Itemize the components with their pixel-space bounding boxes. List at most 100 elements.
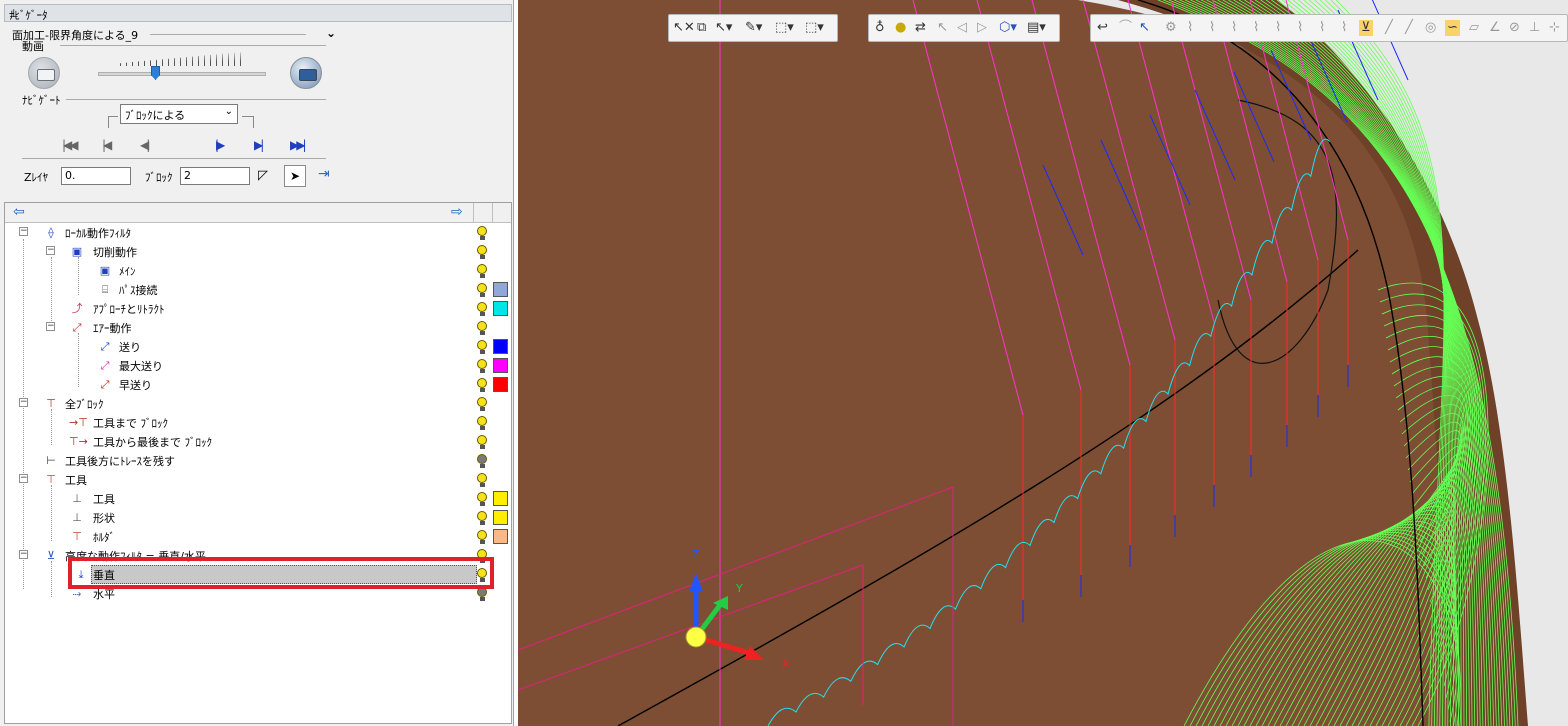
color-swatch[interactable]: [493, 301, 508, 316]
tool-icon-4[interactable]: ⌇: [1231, 20, 1238, 35]
collapse-toggle[interactable]: −: [19, 549, 28, 559]
color-swatch[interactable]: [493, 377, 508, 392]
snap-icon[interactable]: ↖: [1139, 20, 1150, 35]
color-swatch[interactable]: [493, 282, 508, 297]
visibility-bulb-icon[interactable]: [477, 302, 487, 316]
prev-icon[interactable]: ◁: [957, 20, 967, 35]
tree-item-main[interactable]: ▣ ﾒｲﾝ: [5, 261, 511, 280]
tree-item-shape[interactable]: ⊥ 形状: [5, 508, 511, 527]
exit-icon[interactable]: ⇥: [318, 166, 330, 182]
visibility-bulb-icon[interactable]: [477, 264, 487, 278]
circle-icon[interactable]: ◎: [1425, 20, 1437, 35]
tree-item-max-feed[interactable]: ⤢ 最大送り: [5, 356, 511, 375]
tree-item-pass-link[interactable]: ⌸ ﾊﾟｽ接続: [5, 280, 511, 299]
visibility-bulb-icon[interactable]: [477, 568, 487, 582]
tree-item-cutting[interactable]: − ▣ 切削動作: [5, 242, 511, 261]
collapse-toggle[interactable]: −: [19, 473, 28, 483]
tool-icon-8[interactable]: ⌇: [1319, 20, 1326, 35]
tree-item-to-tool[interactable]: →⊤ 工具まで ﾌﾞﾛｯｸ: [5, 413, 511, 432]
block-mode-select[interactable]: ﾌﾞﾛｯｸによる ⌄: [120, 104, 238, 124]
visibility-bulb-icon[interactable]: [477, 511, 487, 525]
color-swatch[interactable]: [493, 529, 508, 544]
visibility-bulb-icon[interactable]: [477, 283, 487, 297]
pointer-icon[interactable]: ↖: [937, 20, 948, 35]
color-swatch[interactable]: [493, 339, 508, 354]
forward-arrow-icon[interactable]: ⇨: [451, 204, 463, 220]
pin-icon[interactable]: ⊥: [9, 7, 19, 20]
step-forward-icon[interactable]: |▶: [215, 138, 225, 152]
collapse-toggle[interactable]: −: [46, 245, 55, 255]
visibility-bulb-icon[interactable]: [477, 378, 487, 392]
pick-icon[interactable]: ↖▾: [715, 20, 733, 35]
line-icon[interactable]: ╱: [1385, 20, 1393, 35]
camera-back-button[interactable]: [28, 57, 60, 89]
visibility-bulb-icon[interactable]: [477, 340, 487, 354]
tool-icon-7[interactable]: ⌇: [1297, 20, 1304, 35]
filter-active-icon[interactable]: ⊻: [1359, 20, 1373, 36]
bulb-on-icon[interactable]: ●: [895, 20, 907, 35]
tree-item-holder[interactable]: ⊤ ﾎﾙﾀﾞ: [5, 527, 511, 546]
angle-icon[interactable]: ◸: [258, 168, 268, 183]
delete-selection-icon[interactable]: ↖✕: [673, 20, 695, 35]
path-active-icon[interactable]: ∽: [1445, 20, 1460, 36]
cross-icon[interactable]: ⊘: [1509, 20, 1520, 35]
visibility-bulb-icon[interactable]: [477, 530, 487, 544]
visibility-bulb-icon[interactable]: [477, 492, 487, 506]
tool-icon-1[interactable]: ⚙: [1165, 20, 1177, 35]
visibility-bulb-icon[interactable]: [477, 416, 487, 430]
collapse-toggle[interactable]: −: [19, 397, 28, 407]
speed-slider[interactable]: [98, 48, 270, 84]
visibility-bulb-icon[interactable]: [477, 435, 487, 449]
tool-icon-2[interactable]: ⌇: [1187, 20, 1194, 35]
zlayer-input[interactable]: 0.: [61, 167, 131, 185]
tree-item-feed[interactable]: ⤢ 送り: [5, 337, 511, 356]
tree-item-air-motion[interactable]: − ⤢ ｴｱｰ動作: [5, 318, 511, 337]
3d-viewport[interactable]: Z X Y ↖✕ ⧉ ↖▾ ✎▾ ⬚▾ ⬚▾ ♁ ● ⇄ ↖ ◁ ▷ ⬡▾ ▤▾…: [518, 0, 1568, 726]
step-back-icon[interactable]: ◀|: [140, 138, 150, 152]
tree-item-local-filter[interactable]: − ⟠ ﾛｰｶﾙ動作ﾌｨﾙﾀ: [5, 223, 511, 242]
back-arrow-icon[interactable]: ⇦: [13, 204, 25, 220]
visibility-bulb-icon[interactable]: [477, 454, 487, 468]
visibility-bulb-icon[interactable]: [477, 321, 487, 335]
tree-item-rapid[interactable]: ⤢ 早送り: [5, 375, 511, 394]
collapse-toggle[interactable]: −: [19, 226, 28, 236]
next-icon[interactable]: ▷: [977, 20, 987, 35]
tool-icon-9[interactable]: ⌇: [1341, 20, 1348, 35]
tree-item-all-blocks[interactable]: − ⊤ 全ﾌﾞﾛｯｸ: [5, 394, 511, 413]
chevron-double-down-icon[interactable]: ⌄: [326, 26, 337, 40]
color-swatch[interactable]: [493, 491, 508, 506]
color-swatch[interactable]: [493, 510, 508, 525]
first-block-icon[interactable]: |◀◀: [62, 138, 78, 152]
line-icon-2[interactable]: ╱: [1405, 20, 1413, 35]
tree-item-vertical[interactable]: ⤓ 垂直: [5, 565, 511, 584]
edit-icon[interactable]: ✎▾: [745, 20, 763, 35]
visibility-bulb-icon[interactable]: [477, 473, 487, 487]
triad-icon[interactable]: ⊹: [1549, 20, 1560, 35]
visibility-bulb-icon[interactable]: [477, 359, 487, 373]
display-icon[interactable]: ▤▾: [1027, 20, 1046, 35]
visibility-bulb-icon[interactable]: [477, 226, 487, 240]
axes-icon[interactable]: ⊥: [1529, 20, 1541, 35]
angle-icon[interactable]: ∠: [1489, 20, 1501, 35]
block-input[interactable]: 2: [180, 167, 250, 185]
tree-item-trace[interactable]: ⊢ 工具後方にﾄﾚｰｽを残す: [5, 451, 511, 470]
visibility-bulb-icon[interactable]: [477, 245, 487, 259]
arc-icon[interactable]: ⌒: [1119, 20, 1133, 35]
tree-item-approach-retract[interactable]: ⤴ ｱﾌﾟﾛｰﾁとﾘﾄﾗｸﾄ: [5, 299, 511, 318]
toggle-icon[interactable]: ⇄: [915, 20, 926, 35]
select-box-icon[interactable]: ⬚▾: [775, 20, 794, 35]
select-window-icon[interactable]: ⬚▾: [805, 20, 824, 35]
copy-icon[interactable]: ⧉: [697, 20, 707, 35]
tool-icon-6[interactable]: ⌇: [1275, 20, 1282, 35]
cursor-icon[interactable]: ➤: [284, 165, 306, 187]
tool-icon-5[interactable]: ⌇: [1253, 20, 1260, 35]
tree-item-from-tool[interactable]: ⊤→ 工具から最後まで ﾌﾞﾛｯｸ: [5, 432, 511, 451]
next-block-icon[interactable]: ▶|: [254, 138, 264, 152]
toolpath-scene[interactable]: Z X Y: [518, 0, 1568, 726]
last-block-icon[interactable]: ▶▶|: [290, 138, 306, 152]
prev-block-icon[interactable]: |◀: [102, 138, 112, 152]
visibility-bulb-icon[interactable]: [477, 397, 487, 411]
camera-play-button[interactable]: [290, 57, 322, 89]
cube-icon[interactable]: ⬡▾: [999, 20, 1017, 35]
undo-icon[interactable]: ↩: [1097, 20, 1108, 35]
